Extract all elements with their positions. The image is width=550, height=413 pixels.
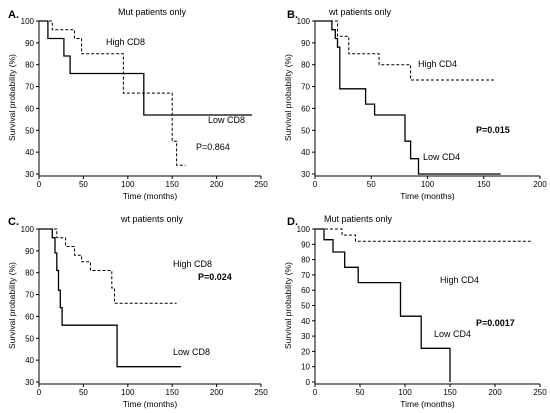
series-label: High CD8 (106, 37, 145, 47)
y-tick-label: 100 (297, 225, 311, 234)
y-tick-label: 70 (301, 83, 310, 92)
x-tick-label: 0 (313, 388, 318, 397)
y-axis-label: Survival probability (%) (283, 262, 293, 349)
x-tick-label: 0 (37, 180, 42, 189)
y-tick-label: 90 (301, 39, 310, 48)
y-tick-label: 100 (21, 225, 35, 234)
series-label: Low CD4 (434, 329, 471, 339)
p-value: P=0.015 (476, 125, 510, 135)
p-value: P=0.864 (196, 142, 230, 152)
y-tick-label: 60 (25, 312, 34, 321)
x-tick-label: 150 (166, 388, 180, 397)
series-line-high-cd8 (39, 228, 177, 304)
series-label: High CD8 (173, 259, 212, 269)
x-tick-label: 200 (210, 388, 224, 397)
y-tick-label: 90 (25, 39, 34, 48)
x-axis-label: Time (months) (400, 191, 455, 201)
series-label: High CD4 (418, 59, 457, 69)
chart-title: Mut patients only (118, 7, 187, 17)
series-line-high-cd4 (315, 228, 531, 242)
x-tick-label: 200 (488, 388, 502, 397)
series-line-high-cd4 (315, 20, 495, 81)
p-value: P=0.0017 (476, 318, 515, 328)
y-axis-label: Survival probability (%) (7, 262, 17, 349)
chart-title: wt patients only (328, 7, 392, 17)
y-tick-label: 90 (301, 240, 310, 249)
panel-d: D. Mut patients only 0 50 100 150 200 250 0 10 20 3… (283, 214, 547, 409)
x-tick-label: 50 (367, 180, 376, 189)
x-tick-label: 200 (533, 180, 547, 189)
y-tick-label: 40 (301, 317, 310, 326)
y-tick-label: 100 (297, 17, 311, 26)
series-line-low-cd8 (39, 228, 182, 368)
x-tick-label: 150 (166, 180, 180, 189)
x-tick-label: 150 (443, 388, 457, 397)
y-tick-label: 20 (301, 347, 310, 356)
panel-label: A. (8, 9, 19, 21)
x-tick-label: 200 (210, 180, 224, 189)
y-tick-label: 60 (25, 104, 34, 113)
y-tick-label: 50 (25, 334, 34, 343)
x-tick-label: 50 (79, 180, 88, 189)
y-tick-label: 40 (25, 148, 34, 157)
x-tick-label: 250 (254, 388, 268, 397)
y-tick-label: 60 (301, 104, 310, 113)
x-tick-label: 250 (254, 180, 268, 189)
panel-label: C. (8, 216, 19, 228)
y-tick-label: 70 (25, 291, 34, 300)
series-label: High CD4 (440, 275, 479, 285)
y-axis-label: Survival probability (%) (7, 54, 17, 141)
y-tick-label: 30 (25, 378, 34, 387)
chart-title: wt patients only (120, 214, 184, 224)
x-axis-label: Time (months) (123, 399, 178, 409)
panel-a: A. Mut patients only 0 50 100 150 200 250 30 40 50… (7, 7, 268, 201)
y-tick-label: 30 (25, 170, 34, 179)
series-line-low-cd8 (39, 20, 253, 116)
panel-label: B. (287, 9, 298, 21)
x-tick-label: 100 (121, 180, 135, 189)
y-tick-label: 50 (301, 126, 310, 135)
x-tick-label: 100 (121, 388, 135, 397)
y-tick-label: 80 (301, 256, 310, 265)
y-tick-label: 80 (301, 61, 310, 70)
y-tick-label: 40 (301, 148, 310, 157)
x-tick-label: 100 (398, 388, 412, 397)
panel-label: D. (287, 216, 298, 228)
x-tick-label: 250 (533, 388, 547, 397)
y-tick-label: 70 (301, 271, 310, 280)
x-tick-label: 100 (421, 180, 435, 189)
chart-title: Mut patients only (324, 214, 393, 224)
p-value: P=0.024 (198, 272, 232, 282)
y-axis-label: Survival probability (%) (283, 54, 293, 141)
x-tick-label: 150 (477, 180, 491, 189)
y-tick-label: 60 (301, 286, 310, 295)
y-tick-label: 0 (306, 378, 311, 387)
series-line-low-cd4 (315, 228, 451, 382)
y-tick-label: 80 (25, 61, 34, 70)
y-tick-label: 50 (301, 302, 310, 311)
y-tick-label: 30 (301, 332, 310, 341)
panel-c: C. wt patients only 0 50 100 150 200 250 30 40 50 6… (7, 214, 268, 409)
panel-b: B. wt patients only 0 50 100 150 200 30 40 50 60 70… (283, 7, 547, 201)
y-tick-label: 70 (25, 83, 34, 92)
x-axis-label: Time (months) (400, 399, 455, 409)
y-tick-label: 30 (301, 170, 310, 179)
series-line-low-cd4 (315, 20, 501, 175)
series-label: Low CD4 (423, 152, 460, 162)
y-tick-label: 10 (301, 363, 310, 372)
series-label: Low CD8 (173, 347, 210, 357)
y-tick-label: 40 (25, 356, 34, 365)
x-tick-label: 50 (79, 388, 88, 397)
y-tick-label: 90 (25, 247, 34, 256)
series-label: Low CD8 (208, 115, 245, 125)
x-tick-label: 0 (313, 180, 318, 189)
x-tick-label: 0 (37, 388, 42, 397)
x-tick-label: 50 (356, 388, 365, 397)
y-tick-label: 100 (21, 17, 35, 26)
y-tick-label: 50 (25, 126, 34, 135)
x-axis-label: Time (months) (123, 191, 178, 201)
series-line-high-cd8 (39, 20, 186, 166)
y-tick-label: 80 (25, 269, 34, 278)
